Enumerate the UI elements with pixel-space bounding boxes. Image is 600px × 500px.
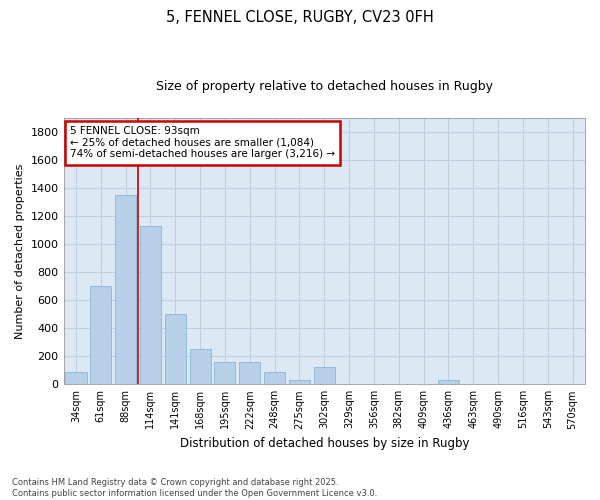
X-axis label: Distribution of detached houses by size in Rugby: Distribution of detached houses by size … xyxy=(179,437,469,450)
Bar xyxy=(90,286,112,384)
Bar xyxy=(239,362,260,384)
Y-axis label: Number of detached properties: Number of detached properties xyxy=(15,164,25,338)
Title: Size of property relative to detached houses in Rugby: Size of property relative to detached ho… xyxy=(156,80,493,93)
Text: 5, FENNEL CLOSE, RUGBY, CV23 0FH: 5, FENNEL CLOSE, RUGBY, CV23 0FH xyxy=(166,10,434,25)
Bar xyxy=(289,380,310,384)
Bar xyxy=(140,226,161,384)
Bar xyxy=(165,314,186,384)
Bar xyxy=(314,368,335,384)
Text: Contains HM Land Registry data © Crown copyright and database right 2025.
Contai: Contains HM Land Registry data © Crown c… xyxy=(12,478,377,498)
Bar xyxy=(115,195,136,384)
Text: 5 FENNEL CLOSE: 93sqm
← 25% of detached houses are smaller (1,084)
74% of semi-d: 5 FENNEL CLOSE: 93sqm ← 25% of detached … xyxy=(70,126,335,160)
Bar xyxy=(65,372,86,384)
Bar xyxy=(264,372,285,384)
Bar xyxy=(190,349,211,384)
Bar xyxy=(214,362,235,384)
Bar xyxy=(438,380,459,384)
